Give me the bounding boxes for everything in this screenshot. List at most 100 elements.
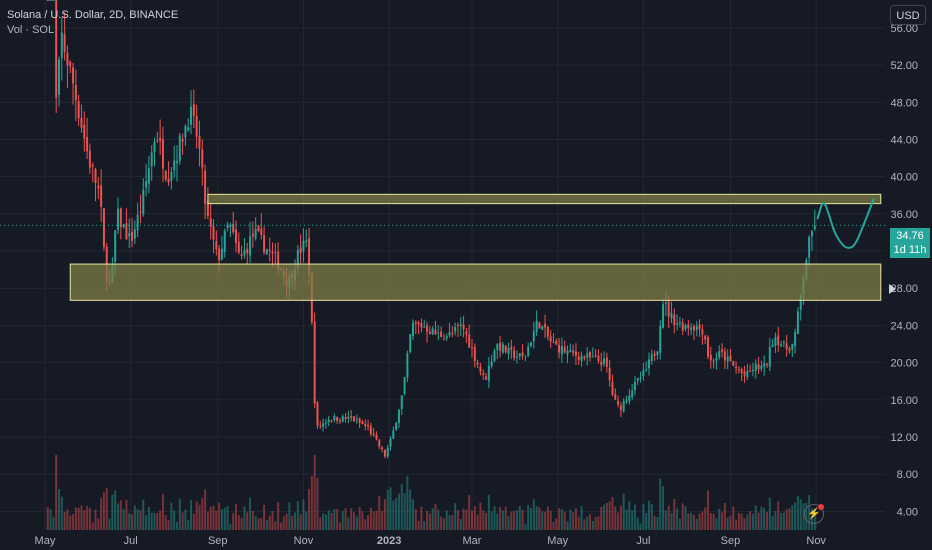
volume-bar [46,507,49,530]
candle-body [763,363,766,367]
candle-body [656,351,659,356]
time-tick-label: Nov [294,535,314,547]
price-tick-label: 52.00 [890,60,918,72]
volume-bar [459,519,462,530]
volume-bar [206,511,209,530]
volume-bar [619,505,622,530]
volume-bar [117,503,119,530]
candle-body [619,405,622,411]
volume-bar [108,518,111,530]
volume-bar [367,515,370,530]
volume-bar [515,510,518,530]
candle-body [715,357,718,361]
candle-body [257,225,260,232]
volume-bar [223,507,226,530]
candle-body [442,339,445,341]
candle-body [218,248,221,261]
volume-bar [614,506,617,530]
candle-body [524,355,527,357]
candle-body [277,251,280,270]
candle-body [417,322,420,325]
volume-bar [589,514,591,530]
volume-bar [774,510,777,530]
volume-bar [353,512,355,530]
volume-bar [611,497,614,530]
volume-bar [768,497,771,530]
volume-bar [662,486,665,530]
volume-bar [757,512,760,530]
candle-body [333,415,336,421]
price-tick-label: 36.00 [890,209,918,221]
volume-bar [232,513,235,530]
candle-body [232,224,235,233]
volume-bar [294,512,296,530]
candle-body [378,439,381,447]
volume-bar [580,506,583,530]
volume-bar [451,515,454,530]
candle-body [538,322,541,329]
candle-body [246,249,249,254]
volume-bar [209,506,212,530]
candle-body [274,252,277,254]
volume-bar [684,506,687,530]
volume-bar [125,499,128,530]
volume-bar [541,511,544,530]
candle-body [156,140,159,142]
candle-body [125,223,128,240]
volume-bar [316,477,319,530]
volume-bar [746,514,749,530]
volume-bar [330,513,333,530]
candle-body [358,418,361,423]
volume-bar [324,514,327,530]
volume-bar [788,508,791,530]
candle-body [139,211,142,213]
candle-body [451,332,454,334]
candle-body [751,369,754,371]
volume-bar [802,503,805,530]
lightning-icon[interactable]: ⚡ [804,504,824,524]
candle-body [251,233,254,237]
volume-bar [499,506,502,530]
volume-bar [274,521,277,530]
candle-body [102,208,105,248]
candle-body [572,350,575,354]
volume-bar [785,509,788,530]
candle-body [808,236,811,258]
currency-button[interactable]: USD [890,5,926,25]
price-tick-label: 44.00 [890,134,918,146]
candle-body [195,115,198,137]
candle-body [74,84,77,101]
volume-bar [271,511,274,530]
candle-body [558,344,561,353]
volume-bar [49,509,52,530]
volume-bar [361,511,364,530]
volume-bar [218,502,221,530]
volume-bar [414,509,417,530]
candle-body [740,369,743,373]
candle-body [409,334,412,353]
candle-body [265,249,268,255]
volume-bar [574,508,577,530]
volume-bar [740,513,743,530]
volume-bar [718,508,721,530]
volume-bar [111,494,114,530]
volume-bar [566,521,569,530]
volume-bar [445,510,448,530]
volume-bar [291,515,294,530]
volume-bar [780,512,783,530]
candle-body [476,362,479,365]
volume-bar [465,509,468,530]
candle-body [456,325,459,327]
volume-bar [145,515,148,530]
symbol-title: Solana / U.S. Dollar, 2D, BINANCE [7,9,179,21]
candle-body [546,326,549,337]
candle-body [190,107,193,125]
candle-body [161,139,164,169]
volume-bar [77,507,80,530]
candle-body [504,345,507,353]
scale-arrow-icon[interactable] [889,284,896,294]
volume-bar [645,513,648,530]
candle-body [754,363,757,372]
volume-bar [726,517,729,530]
